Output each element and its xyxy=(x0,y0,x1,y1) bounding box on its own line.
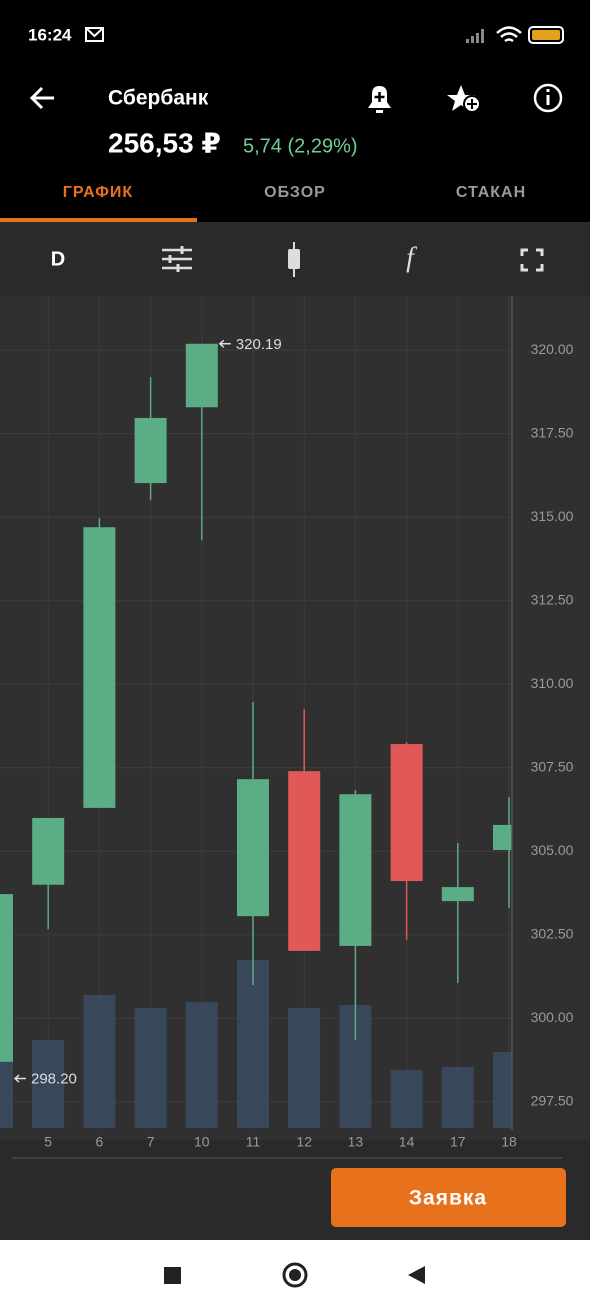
battery-icon xyxy=(528,26,564,44)
x-tick-label: 6 xyxy=(96,1134,104,1150)
y-tick-label: 310.00 xyxy=(531,675,574,691)
settings-button[interactable] xyxy=(162,246,192,272)
y-tick-label: 315.00 xyxy=(531,508,574,524)
candle-body xyxy=(441,887,474,902)
x-tick-label: 17 xyxy=(450,1134,466,1150)
order-button[interactable] xyxy=(331,1168,566,1227)
price-change: 5,74 (2,29%) xyxy=(243,135,358,157)
x-tick-label: 12 xyxy=(296,1134,312,1150)
tab-indicator xyxy=(0,218,197,222)
alert-button[interactable] xyxy=(368,86,391,113)
candle-body xyxy=(32,817,65,885)
volume-bar xyxy=(134,1008,167,1128)
x-tick-label: 14 xyxy=(399,1134,415,1150)
x-tick-label: 18 xyxy=(501,1134,517,1150)
x-tick-label: 10 xyxy=(194,1134,210,1150)
volume-bar xyxy=(288,1008,321,1128)
y-tick-label: 312.50 xyxy=(531,591,574,607)
period-button[interactable]: D xyxy=(51,248,65,270)
y-tick-label: 297.50 xyxy=(531,1093,574,1109)
nav-home[interactable] xyxy=(282,1262,308,1288)
tab[interactable]: ГРАФИК xyxy=(63,184,133,201)
back-button[interactable] xyxy=(29,86,54,110)
x-tick-label: 11 xyxy=(246,1134,261,1150)
annotation-arrow xyxy=(218,339,231,348)
volume-bar xyxy=(441,1067,474,1128)
candle-body xyxy=(390,744,423,882)
nav-recents[interactable] xyxy=(164,1267,181,1284)
indicators-button[interactable]: f xyxy=(406,242,417,273)
y-tick-label: 302.50 xyxy=(531,926,574,942)
price: 256,53 ₽ xyxy=(108,127,221,158)
wifi-icon xyxy=(496,26,522,43)
candle-body xyxy=(83,527,116,808)
y-tick-label: 320.00 xyxy=(531,341,574,357)
volume-bar xyxy=(237,960,269,1128)
header-bg xyxy=(0,0,590,222)
volume-bar xyxy=(493,1052,512,1128)
y-tick-label: 307.50 xyxy=(531,759,574,775)
fullscreen-button[interactable] xyxy=(520,248,544,272)
order-button-label: Заявка xyxy=(409,1187,487,1210)
volume-bar xyxy=(185,1002,218,1128)
signal-icon xyxy=(466,29,484,43)
volume-bar xyxy=(32,1040,65,1128)
nav-home-dot xyxy=(289,1269,301,1281)
tab[interactable]: ОБЗОР xyxy=(264,184,326,201)
info-button[interactable] xyxy=(533,83,563,113)
mail-icon-flap xyxy=(85,27,104,38)
y-tick-label: 305.00 xyxy=(531,842,574,858)
chart: 297.50 300.00 302.50 305.00 307.50 310.00 312.… xyxy=(0,296,574,1150)
candle-body xyxy=(185,343,218,408)
tab[interactable]: СТАКАН xyxy=(456,184,526,201)
mail-icon xyxy=(85,27,104,42)
candle-body xyxy=(134,417,167,484)
annotation-label: 320.19 xyxy=(236,336,282,353)
annotation-arrow xyxy=(13,1074,26,1083)
volume-bar xyxy=(83,995,116,1128)
favorite-button[interactable] xyxy=(447,85,481,113)
x-tick-label: 7 xyxy=(147,1134,155,1150)
annotation-label: 298.20 xyxy=(31,1071,77,1088)
candle-body xyxy=(288,771,321,951)
candle-body xyxy=(0,894,13,1062)
y-tick-label: 300.00 xyxy=(531,1009,574,1025)
chart-type-button[interactable] xyxy=(288,242,300,277)
y-tick-label: 317.50 xyxy=(531,424,574,440)
candle-body xyxy=(237,779,269,917)
instrument-title: Сбербанк xyxy=(108,87,209,110)
candle-body xyxy=(339,794,372,946)
volume-bar xyxy=(390,1070,423,1128)
status-time: 16:24 xyxy=(28,25,72,44)
plot-area xyxy=(0,296,512,1130)
x-tick-label: 13 xyxy=(348,1134,364,1150)
nav-back[interactable] xyxy=(408,1266,425,1284)
x-tick-label: 5 xyxy=(44,1134,52,1150)
candle-body xyxy=(493,824,512,850)
battery-level xyxy=(532,30,560,40)
